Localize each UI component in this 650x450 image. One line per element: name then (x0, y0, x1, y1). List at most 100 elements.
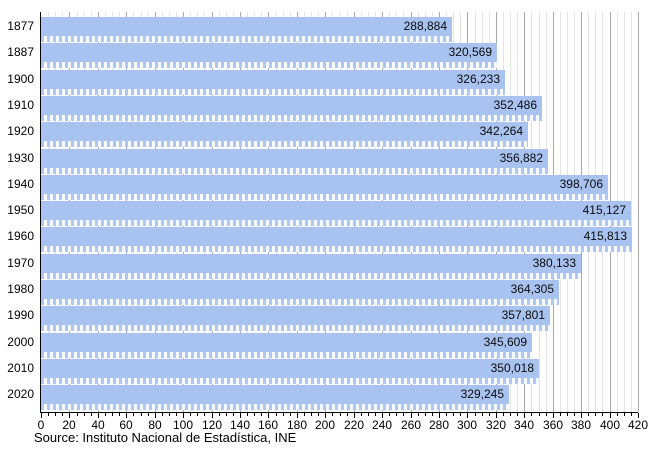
axis-tick-minor (595, 413, 596, 416)
axis-tick-major (553, 413, 554, 418)
population-bar: 342,264 (41, 122, 528, 142)
plot-area: 288,884 1877 320,569 1887 326,233 1900 352,486… (7, 12, 639, 413)
bar-value-label: 357,801 (501, 308, 545, 323)
axis-tick-major (496, 413, 497, 418)
axis-tick-label: 200 (314, 418, 336, 432)
population-bar: 357,801 (41, 306, 550, 326)
axis-tick-label: 280 (428, 418, 450, 432)
axis-tick-minor (197, 413, 198, 416)
axis-tick-label: 40 (91, 418, 105, 432)
year-label: 1900 (7, 71, 34, 86)
population-bar: 356,882 (41, 148, 548, 168)
axis-tick-minor (204, 413, 205, 416)
axis-tick-minor (489, 413, 490, 416)
axis-tick-major (240, 413, 241, 418)
bar-value-label: 288,884 (403, 19, 447, 33)
axis-tick-minor (539, 413, 540, 416)
axis-tick-minor (105, 413, 106, 416)
year-label: 2020 (7, 387, 34, 402)
axis-tick-minor (176, 413, 177, 416)
axis-tick-minor (304, 413, 305, 416)
bar-value-label: 342,264 (479, 124, 523, 139)
axis-tick-minor (311, 413, 312, 416)
source-caption: Source: Instituto Nacional de Estadístic… (34, 430, 297, 445)
axis-tick-major (212, 413, 213, 418)
axis-tick-major (524, 413, 525, 418)
axis-tick-label: 240 (371, 418, 393, 432)
axis-tick-label: 0 (37, 418, 45, 432)
axis-tick-minor (261, 413, 262, 416)
bar-shadow-strip (41, 404, 509, 411)
year-label: 1910 (7, 97, 34, 112)
axis-tick-label: 220 (343, 418, 365, 432)
gridline-major (638, 12, 639, 412)
axis-tick-label: 20 (62, 418, 76, 432)
axis-tick-minor (332, 413, 333, 416)
axis-tick-major (98, 413, 99, 418)
axis-tick-minor (112, 413, 113, 416)
axis-tick-minor (361, 413, 362, 416)
year-label: 2000 (7, 334, 34, 349)
axis-tick-minor (119, 413, 120, 416)
axis-tick-major (439, 413, 440, 418)
axis-tick-label: 260 (400, 418, 422, 432)
axis-tick-minor (62, 413, 63, 416)
year-label: 1920 (7, 124, 34, 139)
axis-tick-minor (453, 413, 454, 416)
axis-tick-minor (560, 413, 561, 416)
year-label: 1990 (7, 308, 34, 323)
bar-value-label: 364,305 (510, 282, 554, 296)
year-label: 1980 (7, 282, 34, 296)
population-bar: 398,706 (41, 174, 608, 194)
axis-tick-minor (340, 413, 341, 416)
bar-shadow-strip (41, 88, 505, 95)
axis-tick-minor (368, 413, 369, 416)
axis-tick-label: 400 (599, 418, 621, 432)
axis-tick-minor (283, 413, 284, 416)
axis-tick-minor (602, 413, 603, 416)
axis-tick-minor (517, 413, 518, 416)
axis-tick-minor (425, 413, 426, 416)
year-label: 1960 (7, 229, 34, 244)
bar-shadow-strip (41, 351, 532, 358)
year-label: 1877 (7, 19, 34, 33)
axis-tick-minor (48, 413, 49, 416)
axis-tick-minor (631, 413, 632, 416)
bar-shadow-strip (41, 299, 559, 305)
axis-tick-major (69, 413, 70, 418)
axis-tick-minor (567, 413, 568, 416)
axis-tick-minor (432, 413, 433, 416)
bar-value-label: 350,018 (490, 360, 534, 375)
axis-tick-minor (190, 413, 191, 416)
axis-tick-major (183, 413, 184, 418)
bar-value-label: 345,609 (483, 334, 527, 349)
axis-tick-minor (276, 413, 277, 416)
axis-tick-label: 160 (257, 418, 279, 432)
axis-tick-minor (318, 413, 319, 416)
axis-tick-label: 180 (286, 418, 308, 432)
axis-tick-minor (347, 413, 348, 416)
axis-tick-minor (531, 413, 532, 416)
axis-tick-label: 300 (456, 418, 478, 432)
population-bar: 326,233 (41, 69, 505, 89)
axis-tick-major (268, 413, 269, 418)
axis-tick-label: 320 (485, 418, 507, 432)
axis-tick-label: 80 (148, 418, 162, 432)
axis-tick-minor (55, 413, 56, 416)
axis-tick-major (411, 413, 412, 418)
axis-tick-label: 340 (513, 418, 535, 432)
axis-tick-major (581, 413, 582, 418)
year-label: 1950 (7, 203, 34, 218)
bar-value-label: 326,233 (456, 71, 500, 86)
bar-shadow-strip (41, 246, 632, 253)
population-bar: 288,884 (41, 17, 452, 36)
population-bar: 345,609 (41, 332, 532, 352)
bar-shadow-strip (41, 220, 631, 227)
bar-shadow-strip (41, 377, 539, 384)
bar-shadow-strip (41, 272, 581, 279)
bar-value-label: 398,706 (559, 176, 603, 191)
axis-tick-minor (574, 413, 575, 416)
axis-tick-major (467, 413, 468, 418)
axis-tick-minor (233, 413, 234, 416)
axis-tick-major (297, 413, 298, 418)
